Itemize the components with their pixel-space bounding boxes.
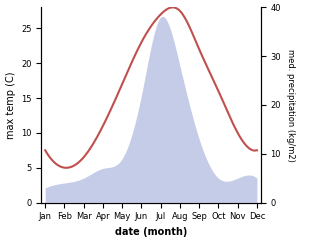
Y-axis label: max temp (C): max temp (C) — [5, 71, 16, 139]
X-axis label: date (month): date (month) — [115, 227, 187, 237]
Y-axis label: med. precipitation (kg/m2): med. precipitation (kg/m2) — [286, 49, 295, 161]
